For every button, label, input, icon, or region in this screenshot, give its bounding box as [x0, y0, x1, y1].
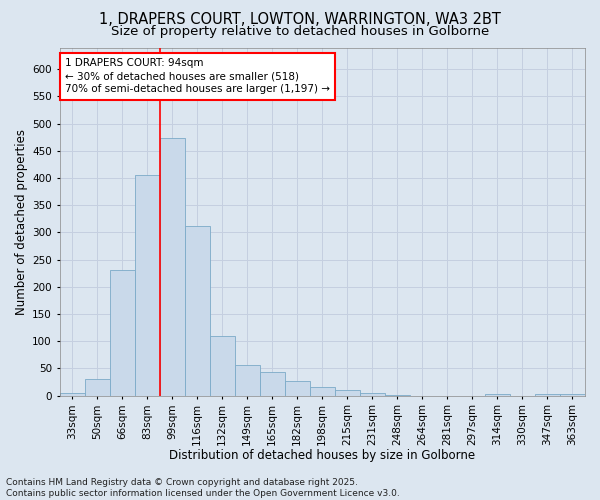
- Bar: [335, 390, 360, 396]
- Bar: [209, 336, 235, 396]
- Bar: [85, 378, 110, 396]
- Bar: [560, 394, 585, 396]
- Bar: [285, 382, 310, 396]
- Bar: [485, 394, 510, 396]
- Bar: [110, 270, 134, 396]
- Bar: [134, 176, 160, 396]
- Y-axis label: Number of detached properties: Number of detached properties: [15, 128, 28, 314]
- Text: 1 DRAPERS COURT: 94sqm
← 30% of detached houses are smaller (518)
70% of semi-de: 1 DRAPERS COURT: 94sqm ← 30% of detached…: [65, 58, 330, 94]
- Text: 1, DRAPERS COURT, LOWTON, WARRINGTON, WA3 2BT: 1, DRAPERS COURT, LOWTON, WARRINGTON, WA…: [99, 12, 501, 28]
- Text: Size of property relative to detached houses in Golborne: Size of property relative to detached ho…: [111, 25, 489, 38]
- Bar: [260, 372, 285, 396]
- Text: Contains HM Land Registry data © Crown copyright and database right 2025.
Contai: Contains HM Land Registry data © Crown c…: [6, 478, 400, 498]
- Bar: [235, 364, 260, 396]
- Bar: [59, 393, 85, 396]
- Bar: [535, 394, 560, 396]
- X-axis label: Distribution of detached houses by size in Golborne: Distribution of detached houses by size …: [169, 450, 475, 462]
- Bar: [310, 388, 335, 396]
- Bar: [185, 226, 209, 396]
- Bar: [360, 393, 385, 396]
- Bar: [385, 395, 410, 396]
- Bar: [160, 138, 185, 396]
